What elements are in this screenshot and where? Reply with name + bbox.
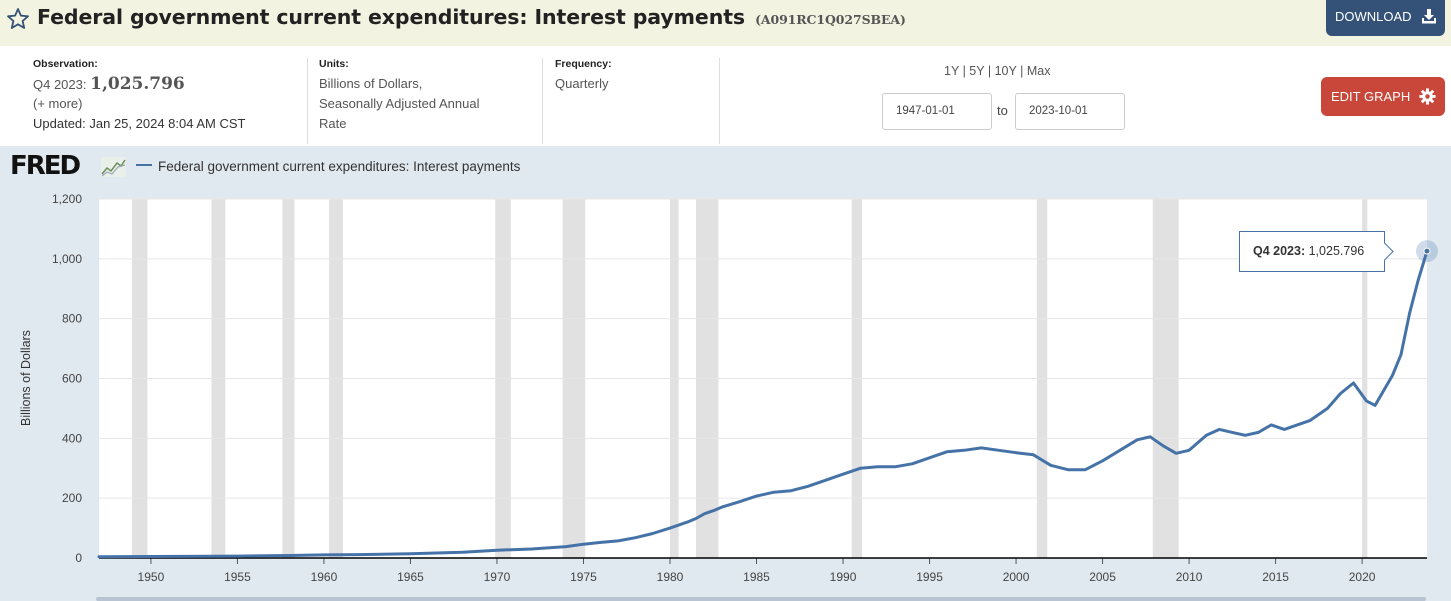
divider: [719, 58, 720, 144]
legend: Federal government current expenditures:…: [136, 159, 520, 174]
range-separator: |: [1020, 64, 1024, 78]
x-tick-label: 2005: [1089, 570, 1116, 584]
gear-icon: [1419, 88, 1436, 105]
x-tick-label: 2020: [1349, 570, 1376, 584]
y-axis-label: Billions of Dollars: [19, 330, 33, 426]
series-id: (A091RC1Q027SBEA): [755, 12, 906, 27]
end-date-input[interactable]: 2023-10-01: [1015, 93, 1125, 130]
units-line-3: Rate: [319, 116, 347, 131]
fred-logo[interactable]: FRED: [10, 151, 81, 181]
units-line-1: Billions of Dollars,: [319, 76, 423, 91]
x-tick-label: 1955: [224, 570, 251, 584]
series-layer: [97, 240, 1438, 559]
frequency-value: Quarterly: [555, 76, 609, 91]
title-bar: Federal government current expenditures:…: [0, 0, 1451, 46]
x-tick-label: 1990: [830, 570, 857, 584]
updated-text: Updated: Jan 25, 2024 8:04 AM CST: [33, 116, 246, 131]
x-tick-label: 1965: [397, 570, 424, 584]
legend-label: Federal government current expenditures:…: [158, 159, 521, 174]
range-separator: |: [987, 64, 992, 78]
y-tick-label: 800: [62, 312, 82, 326]
x-tick-label: 2000: [1003, 570, 1030, 584]
download-icon: [1422, 9, 1436, 24]
units-label: Units:: [319, 58, 349, 70]
series-line[interactable]: [97, 249, 1429, 559]
x-tick-label: 1975: [570, 570, 597, 584]
x-tick-label: 1950: [138, 570, 165, 584]
fred-graph-icon: [101, 157, 126, 177]
range-5y[interactable]: 5Y: [969, 64, 985, 78]
star-icon[interactable]: [6, 7, 30, 31]
legend-swatch: [136, 164, 152, 167]
y-tick-label: 200: [62, 491, 82, 505]
y-tick-label: 0: [75, 551, 82, 565]
tooltip-period: Q4 2023:: [1253, 244, 1306, 258]
navigator-scrollbar[interactable]: [96, 597, 1426, 601]
observation-label: Observation:: [33, 58, 98, 70]
units-block: Units: Billions of Dollars, Seasonally A…: [319, 58, 479, 134]
observation-value: 1,025.796: [90, 74, 185, 94]
x-tick-label: 1995: [916, 570, 943, 584]
series-title: Federal government current expenditures:…: [37, 5, 746, 29]
range-links: 1Y | 5Y | 10Y | Max: [944, 64, 1050, 78]
y-tick-label: 400: [62, 431, 82, 445]
range-10y[interactable]: 10Y: [994, 64, 1017, 78]
observation-period: Q4 2023:: [33, 77, 87, 92]
frequency-block: Frequency: Quarterly: [555, 58, 612, 94]
tooltip-value: 1,025.796: [1308, 244, 1365, 258]
y-axis-ticks: 0 200 400 600 800 1,000 1,200: [52, 192, 82, 565]
download-label: DOWNLOAD: [1335, 9, 1412, 24]
frequency-label: Frequency:: [555, 58, 612, 70]
gridlines: [99, 198, 1427, 499]
x-axis-ticks: 1950 1955 1960 1965 1970 1975 1980 1985 1990 1995…: [138, 558, 1376, 584]
x-tick-label: 2015: [1262, 570, 1289, 584]
y-tick-label: 600: [62, 372, 82, 386]
page-title: Federal government current expenditures:…: [37, 5, 906, 29]
to-label: to: [997, 103, 1008, 118]
graph-area: 0 200 400 600 800 1,000 1,200 1950 1955 1960 1965…: [0, 146, 1451, 601]
divider: [542, 58, 543, 144]
download-button[interactable]: DOWNLOAD: [1326, 0, 1445, 36]
hover-point[interactable]: [1423, 247, 1431, 255]
divider: [307, 58, 308, 144]
range-1y[interactable]: 1Y: [944, 64, 960, 78]
start-date-input[interactable]: 1947-01-01: [882, 93, 992, 130]
x-tick-label: 1970: [484, 570, 511, 584]
observation-row: Q4 2023: 1,025.796: [33, 74, 245, 95]
edit-graph-button[interactable]: EDIT GRAPH: [1321, 77, 1445, 116]
x-tick-label: 2010: [1176, 570, 1203, 584]
observation-block: Observation: Q4 2023: 1,025.796 (+ more)…: [33, 58, 245, 134]
data-tooltip: Q4 2023: 1,025.796: [1239, 231, 1385, 272]
x-tick-label: 1980: [657, 570, 684, 584]
edit-graph-label: EDIT GRAPH: [1331, 89, 1411, 104]
range-separator: |: [962, 64, 966, 78]
y-tick-label: 1,000: [52, 252, 82, 266]
x-tick-label: 1985: [743, 570, 770, 584]
units-line-2: Seasonally Adjusted Annual: [319, 96, 480, 111]
observation-more[interactable]: (+ more): [33, 96, 83, 111]
range-max[interactable]: Max: [1026, 64, 1051, 78]
x-tick-label: 1960: [311, 570, 338, 584]
series-meta: Observation: Q4 2023: 1,025.796 (+ more)…: [0, 46, 1451, 146]
line-chart[interactable]: 0 200 400 600 800 1,000 1,200 1950 1955 1960 1965…: [0, 146, 1451, 601]
y-tick-label: 1,200: [52, 192, 82, 206]
